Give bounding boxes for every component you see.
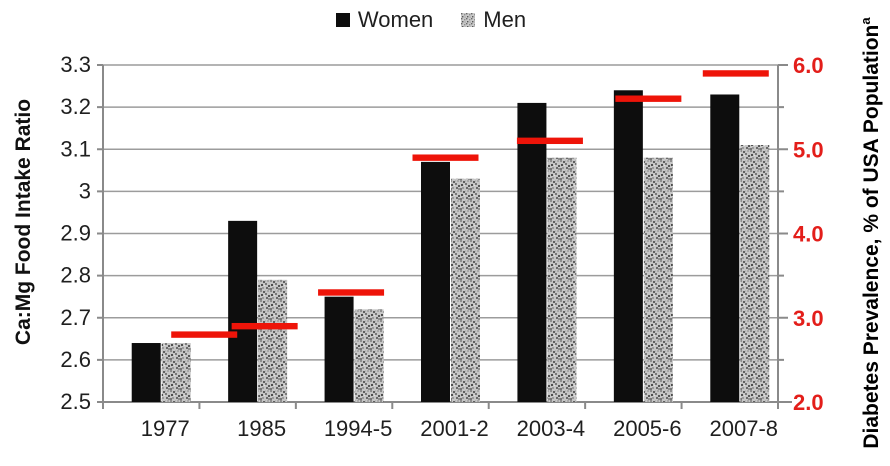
women-swatch-icon bbox=[335, 13, 350, 27]
legend-item-men[interactable]: Men bbox=[461, 9, 526, 31]
diabetes-marker-1977 bbox=[171, 331, 238, 338]
bar-men-2001-2 bbox=[451, 178, 480, 402]
diabetes-marker-2003-4 bbox=[516, 137, 583, 145]
x-axis-category-label: 1994-5 bbox=[324, 416, 393, 441]
right-axis-title-text: Diabetes Prevalence, % of USA Population bbox=[860, 24, 883, 449]
left-axis-tick-label: 2.7 bbox=[60, 305, 91, 330]
right-axis-title-superscript: a bbox=[858, 17, 873, 25]
bar-men-1977 bbox=[161, 343, 191, 402]
right-axis-tick-label: 2.0 bbox=[793, 390, 824, 415]
diabetes-marker-2001-2 bbox=[412, 154, 479, 161]
left-axis-tick-label: 3.2 bbox=[60, 94, 91, 119]
bar-women-2001-2 bbox=[421, 161, 450, 402]
x-axis-category-label: 1977 bbox=[141, 416, 190, 441]
bar-women-1994-5 bbox=[324, 296, 354, 402]
diabetes-marker-2005-6 bbox=[615, 95, 682, 102]
right-axis-title: Diabetes Prevalence, % of USA Population… bbox=[851, 0, 883, 466]
right-axis-tick-label: 6.0 bbox=[793, 53, 824, 78]
diabetes-marker-1994-5 bbox=[318, 289, 385, 296]
bar-women-1977 bbox=[131, 343, 161, 402]
legend-label-women: Women bbox=[357, 7, 434, 32]
bar-women-1985 bbox=[228, 220, 258, 402]
legend-label-men: Men bbox=[483, 7, 527, 32]
x-axis-category-label: 2001-2 bbox=[420, 416, 489, 441]
left-axis-tick-label: 2.9 bbox=[60, 221, 91, 246]
bar-men-1994-5 bbox=[354, 309, 384, 402]
bar-women-2003-4 bbox=[517, 102, 547, 402]
x-axis-category-label: 2005-6 bbox=[613, 416, 682, 441]
left-axis-tick-label: 3 bbox=[79, 178, 91, 203]
diabetes-marker-1985 bbox=[231, 322, 298, 330]
bar-men-2007-8 bbox=[740, 145, 770, 402]
bar-men-1985 bbox=[258, 279, 288, 402]
right-axis-tick-label: 4.0 bbox=[793, 222, 824, 247]
diabetes-marker-2007-8 bbox=[702, 70, 769, 77]
x-axis-category-label: 2007-8 bbox=[710, 416, 779, 441]
legend: Women Men bbox=[0, 9, 876, 31]
men-swatch-icon bbox=[461, 13, 476, 27]
left-axis-title: Ca:Mg Food Intake Ratio bbox=[12, 98, 35, 346]
bar-men-2003-4 bbox=[547, 157, 577, 402]
x-axis-category-label: 2003-4 bbox=[517, 416, 586, 441]
left-axis-tick-label: 3.1 bbox=[60, 136, 91, 161]
left-axis-tick-label: 3.3 bbox=[60, 52, 91, 77]
right-axis-tick-label: 5.0 bbox=[793, 137, 824, 162]
left-axis-tick-label: 2.8 bbox=[60, 263, 91, 288]
left-axis-tick-label: 2.6 bbox=[60, 347, 91, 372]
right-axis-tick-label: 3.0 bbox=[793, 306, 824, 331]
bar-women-2007-8 bbox=[710, 94, 740, 403]
bar-women-2005-6 bbox=[613, 90, 643, 403]
legend-item-women[interactable]: Women bbox=[335, 7, 434, 32]
left-axis-tick-label: 2.5 bbox=[60, 389, 91, 414]
x-axis-category-label: 1985 bbox=[237, 416, 286, 441]
bar-men-2005-6 bbox=[643, 157, 673, 402]
